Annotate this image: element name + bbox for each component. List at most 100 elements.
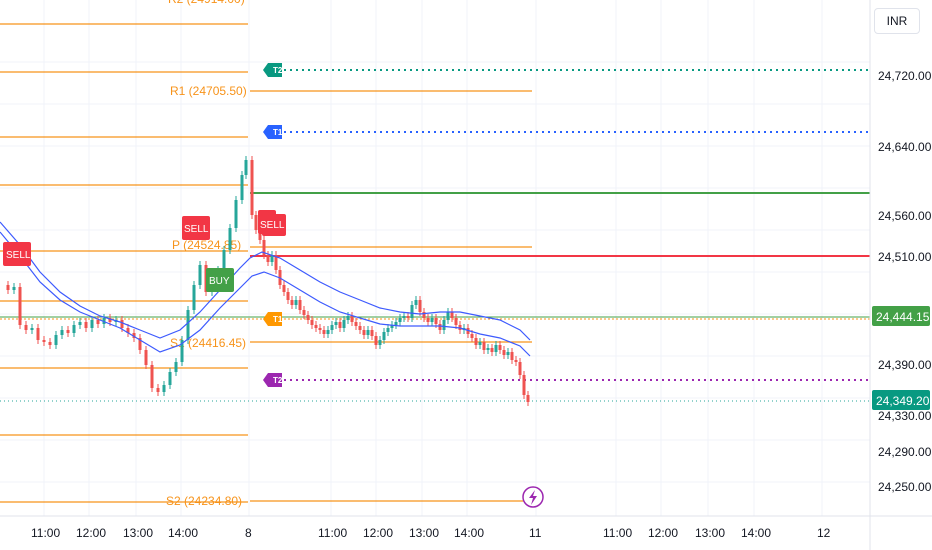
candle-body xyxy=(6,285,10,290)
time-tick: 12 xyxy=(817,526,831,540)
candle-body xyxy=(240,175,244,200)
svg-text:24,444.15: 24,444.15 xyxy=(876,310,930,324)
time-tick: 12:00 xyxy=(76,526,106,540)
candle-body xyxy=(310,320,314,325)
candle-body xyxy=(446,312,450,320)
candle-body xyxy=(156,388,160,392)
time-tick: 14:00 xyxy=(741,526,771,540)
candle-body xyxy=(514,360,518,362)
time-tick: 14:00 xyxy=(454,526,484,540)
time-tick: 12:00 xyxy=(648,526,678,540)
r1-label: R1 (24705.50) xyxy=(170,84,247,98)
candle-body xyxy=(282,285,286,292)
candle-body xyxy=(342,320,346,328)
candle-body xyxy=(168,372,172,385)
time-tick: 11:00 xyxy=(318,526,347,540)
price-tick: 24,720.00 xyxy=(878,69,932,83)
candle-body xyxy=(180,340,184,362)
candle-body xyxy=(198,265,202,285)
candle-body xyxy=(306,315,310,320)
time-tick: 13:00 xyxy=(409,526,439,540)
svg-text:SELL: SELL xyxy=(6,250,31,261)
candle-body xyxy=(290,300,294,305)
signal-sell-3[interactable]: SELL xyxy=(258,210,286,236)
candle-body xyxy=(120,320,124,328)
candle-body xyxy=(406,316,410,318)
candle-body xyxy=(422,312,426,318)
target-tag-t1-top[interactable]: T1 xyxy=(263,125,283,139)
candle-body xyxy=(78,322,82,325)
r2-label: R2 (24914.00) xyxy=(168,0,245,6)
candle-body xyxy=(346,316,350,320)
candle-body xyxy=(150,365,154,388)
candle-body xyxy=(228,228,232,250)
candle-body xyxy=(498,345,502,350)
last-price-badge: 24,349.20 xyxy=(872,390,930,410)
candle-body xyxy=(350,316,354,322)
candle-body xyxy=(96,320,100,324)
candle-body xyxy=(12,287,16,290)
price-tick: 24,640.00 xyxy=(878,140,932,154)
svg-text:T2: T2 xyxy=(273,66,283,75)
candle-body xyxy=(366,330,370,335)
candle-body xyxy=(358,326,362,330)
lightning-icon[interactable] xyxy=(522,486,544,508)
candle-body xyxy=(502,350,506,355)
candle-body xyxy=(36,328,40,340)
signal-sell-2[interactable]: SELL xyxy=(182,216,210,240)
time-tick: 13:00 xyxy=(123,526,153,540)
candle-body xyxy=(54,335,58,345)
candle-body xyxy=(334,322,338,325)
candle-body xyxy=(298,300,302,310)
price-tick: 24,510.00 xyxy=(878,250,932,264)
candle-body xyxy=(482,342,486,350)
candle-body xyxy=(294,300,298,305)
candle-body xyxy=(222,250,226,270)
candle-body xyxy=(192,285,196,310)
candle-body xyxy=(382,332,386,340)
candle-body xyxy=(18,287,22,325)
candle-body xyxy=(370,330,374,336)
candle-body xyxy=(398,318,402,322)
candle-body xyxy=(322,330,326,334)
time-axis[interactable]: 11:00 12:00 13:00 14:00 8 11:00 12:00 13… xyxy=(31,526,831,540)
candle-body xyxy=(478,342,482,345)
target-tag-t2-top[interactable]: T2 xyxy=(263,63,283,77)
target-tag-t1-mid[interactable]: T1 xyxy=(263,312,283,326)
candle-body xyxy=(438,324,442,330)
candle-body xyxy=(442,320,446,330)
candle-body xyxy=(414,300,418,305)
svg-text:T1: T1 xyxy=(273,128,283,137)
candle-body xyxy=(526,395,530,402)
time-tick: 11 xyxy=(529,526,542,540)
target-tag-t2-bottom[interactable]: T2 xyxy=(263,373,283,387)
candle-body xyxy=(330,325,334,330)
currency-button[interactable]: INR xyxy=(874,8,920,34)
price-tick: 24,250.00 xyxy=(878,480,932,494)
candle-body xyxy=(286,292,290,300)
candle-body xyxy=(522,375,526,395)
svg-text:T1: T1 xyxy=(273,315,283,324)
candle-body xyxy=(84,322,88,328)
candle-body xyxy=(162,385,166,392)
signal-sell-1[interactable]: SELL xyxy=(3,242,31,266)
price-axis[interactable]: 24,720.00 24,640.00 24,560.00 24,510.00 … xyxy=(878,69,932,494)
candle-body xyxy=(390,325,394,328)
candle-body xyxy=(144,350,148,365)
candle-body xyxy=(274,255,278,270)
grid xyxy=(0,0,870,516)
candle-body xyxy=(430,318,434,322)
time-tick: 8 xyxy=(245,526,252,540)
candle-body xyxy=(24,325,28,330)
candle-body xyxy=(254,215,258,230)
candle-body xyxy=(506,352,510,355)
signal-buy[interactable]: BUY xyxy=(206,268,234,292)
candle-body xyxy=(30,328,34,330)
time-tick: 14:00 xyxy=(168,526,198,540)
candle-body xyxy=(518,362,522,375)
candle-body xyxy=(66,330,70,333)
moving-average-fast xyxy=(0,221,531,341)
time-tick: 11:00 xyxy=(603,526,632,540)
candle-body xyxy=(262,240,266,255)
